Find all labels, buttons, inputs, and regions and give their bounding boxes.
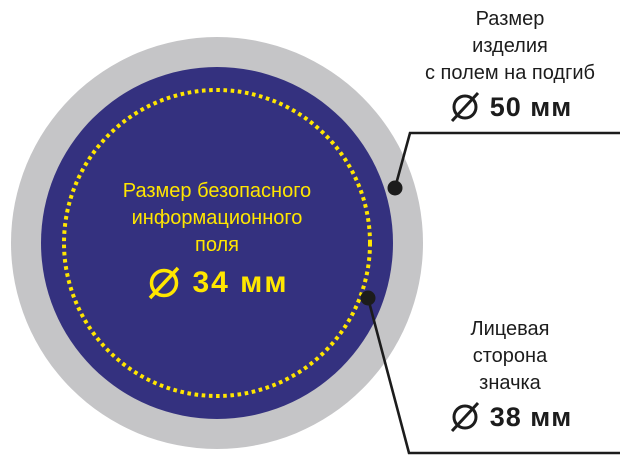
safe-field-diameter-row: 34 мм [87,264,347,302]
badge-face-label-line1: Лицевая [470,318,550,340]
diameter-icon [450,91,479,123]
product-size-label-line3: с полем на подгиб [425,62,595,84]
callout-line-face [366,297,620,455]
product-size-label-line2: изделия [472,35,548,57]
safe-field-label-line3: поля [194,234,239,256]
badge-face-diameter-row: 38 мм [402,400,618,434]
safe-field-label: Размер безопасного информационного поля … [87,178,347,302]
diameter-icon [149,266,180,300]
safe-field-dotted-circle [62,88,372,398]
safe-field-label-line2: информационного [131,207,303,229]
badge-face-label: Лицевая сторона значка 38 мм [402,316,618,434]
callout-dot-face [360,290,376,306]
callout-line-outer [393,131,620,189]
product-size-label: Размер изделия с полем на подгиб 50 мм [402,6,618,124]
callout-dot-outer [387,180,403,196]
product-size-label-line1: Размер [475,8,545,30]
product-size-diameter-value: 50 мм [489,91,573,122]
badge-face-label-line3: значка [479,372,541,394]
diameter-icon [450,401,479,433]
badge-face-diameter-value: 38 мм [489,401,573,432]
product-size-diameter-row: 50 мм [402,90,618,124]
badge-face-label-line2: сторона [472,345,548,367]
badge-face-circle [41,67,393,419]
safe-field-diameter-value: 34 мм [192,266,289,299]
safe-field-label-line1: Размер безопасного [122,180,312,202]
